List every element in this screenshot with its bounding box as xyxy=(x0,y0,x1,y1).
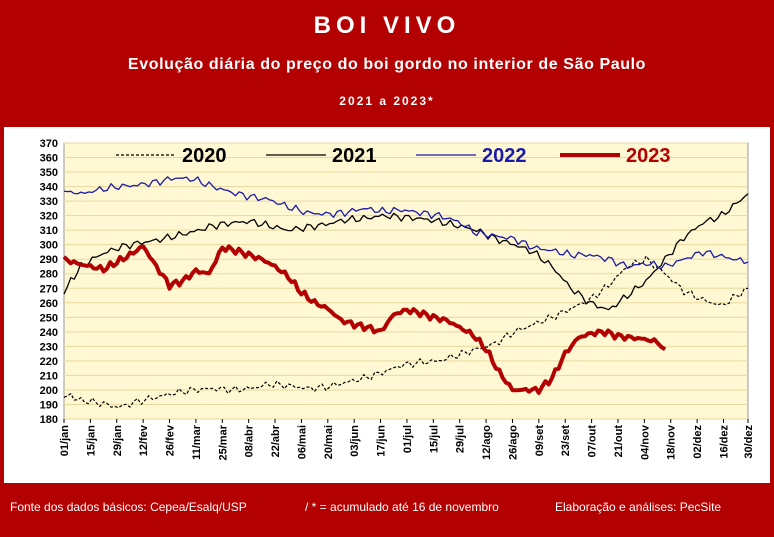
x-tick-label: 01/jul xyxy=(402,425,414,453)
y-tick-label: 210 xyxy=(40,370,58,382)
series-line-2021 xyxy=(63,193,749,311)
x-tick-label: 12/fev xyxy=(138,424,150,456)
y-tick-label: 220 xyxy=(40,356,58,368)
legend-label-2020: 2020 xyxy=(182,145,227,167)
legend-label-2023: 2023 xyxy=(626,145,671,167)
x-tick-label: 21/out xyxy=(613,425,625,458)
x-tick-label: 23/set xyxy=(560,425,572,457)
x-tick-label: 29/jul xyxy=(455,425,467,453)
x-tick-label: 01/jan xyxy=(59,425,71,456)
x-tick-label: 29/jan xyxy=(112,425,124,456)
x-tick-label: 30/dez xyxy=(743,425,755,459)
footer-source: Fonte dos dados básicos: Cepea/Esalq/USP xyxy=(10,500,247,514)
x-tick-label: 12/ago xyxy=(481,425,493,460)
y-tick-label: 190 xyxy=(40,399,58,411)
legend-label-2022: 2022 xyxy=(482,145,527,167)
chart-subtitle: Evolução diária do preço do boi gordo no… xyxy=(127,56,647,73)
y-tick-label: 180 xyxy=(40,414,58,426)
line-chart: 180 190 200 210 220 230 240 250 260 270 280 290 300 3… xyxy=(40,138,755,460)
y-tick-label: 340 xyxy=(40,182,58,194)
chart-period: 2021 a 2023* xyxy=(339,94,435,108)
y-tick-label: 290 xyxy=(40,254,58,266)
x-tick-label: 20/mai xyxy=(323,425,335,459)
x-tick-label: 08/abr xyxy=(244,424,256,457)
chart-title: BOI VIVO xyxy=(313,12,461,39)
y-tick-label: 330 xyxy=(40,196,58,208)
y-tick-label: 240 xyxy=(40,327,58,339)
y-tick-label: 310 xyxy=(40,225,58,237)
x-tick-label: 03/jun xyxy=(349,425,361,457)
x-tick-label: 16/dez xyxy=(719,425,731,459)
x-tick-label: 07/out xyxy=(587,425,599,458)
y-tick-label: 360 xyxy=(40,153,58,165)
y-tick-label: 200 xyxy=(40,385,58,397)
series-line-2023 xyxy=(62,244,667,395)
footer-credit: Elaboração e análises: PecSite xyxy=(555,500,722,514)
y-tick-label: 250 xyxy=(40,312,58,324)
x-tick-label: 25/mar xyxy=(217,424,229,460)
x-tick-label: 11/mar xyxy=(191,424,203,460)
y-tick-label: 350 xyxy=(40,167,58,179)
x-tick-label: 09/set xyxy=(534,425,546,457)
y-tick-label: 300 xyxy=(40,240,58,252)
legend-label-2021: 2021 xyxy=(332,145,377,167)
x-tick-label: 15/jul xyxy=(428,425,440,453)
y-tick-label: 270 xyxy=(40,283,58,295)
x-tick-label: 15/jan xyxy=(85,425,97,456)
chart-panel: 180 190 200 210 220 230 240 250 260 270 280 290 300 3… xyxy=(4,127,770,483)
x-tick-label: 26/fev xyxy=(165,424,177,456)
x-tick-label: 02/dez xyxy=(692,425,704,459)
y-tick-label: 280 xyxy=(40,269,58,281)
x-tick-label: 04/nov xyxy=(639,424,651,460)
y-tick-label: 320 xyxy=(40,211,58,223)
footer: Fonte dos dados básicos: Cepea/Esalq/USP… xyxy=(0,496,774,520)
x-tick-label: 06/mai xyxy=(296,425,308,459)
x-tick-label: 18/nov xyxy=(666,424,678,460)
y-tick-label: 260 xyxy=(40,298,58,310)
y-tick-label: 370 xyxy=(40,138,58,150)
series-line-2022 xyxy=(63,176,749,270)
y-tick-label: 230 xyxy=(40,341,58,353)
x-tick-label: 17/jun xyxy=(376,425,388,457)
x-tick-label: 22/abr xyxy=(270,424,282,457)
x-tick-label: 26/ago xyxy=(507,425,519,460)
footer-note: / * = acumulado até 16 de novembro xyxy=(305,500,499,514)
